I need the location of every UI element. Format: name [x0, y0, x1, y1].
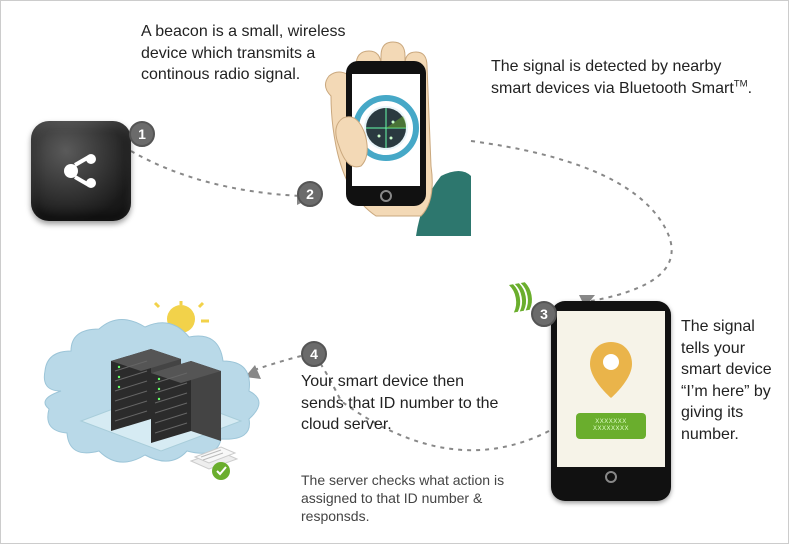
id-number-badge: XXXXXXXXXXXXXXX	[576, 413, 646, 439]
location-pin-icon	[586, 340, 636, 405]
step4-badge: 4	[301, 341, 327, 367]
smart-device-icon: XXXXXXXXXXXXXXX	[551, 301, 671, 501]
step2-text: The signal is detected by nearby smart d…	[491, 56, 761, 99]
step4-text: Your smart device then sends that ID num…	[301, 371, 511, 436]
cloud-server-icon	[41, 301, 271, 481]
hand-holding-phone-icon	[301, 26, 471, 236]
beacon-icon	[31, 121, 131, 221]
connector-1	[131, 151, 301, 196]
step3-badge: 3	[531, 301, 557, 327]
connector-2	[471, 141, 672, 301]
step1-badge: 1	[129, 121, 155, 147]
infographic-canvas: A beacon is a small, wireless device whi…	[0, 0, 789, 544]
signal-icon: )))	[508, 278, 532, 315]
footer-text: The server checks what action is assigne…	[301, 471, 541, 526]
step2-text-b: .	[748, 80, 752, 97]
step3-text: The signal tells your smart device “I’m …	[681, 316, 781, 446]
step2-badge: 2	[297, 181, 323, 207]
step2-text-a: The signal is detected by nearby smart d…	[491, 58, 734, 97]
phone-home-button-icon	[605, 471, 617, 483]
step2-tm: TM	[734, 78, 748, 89]
